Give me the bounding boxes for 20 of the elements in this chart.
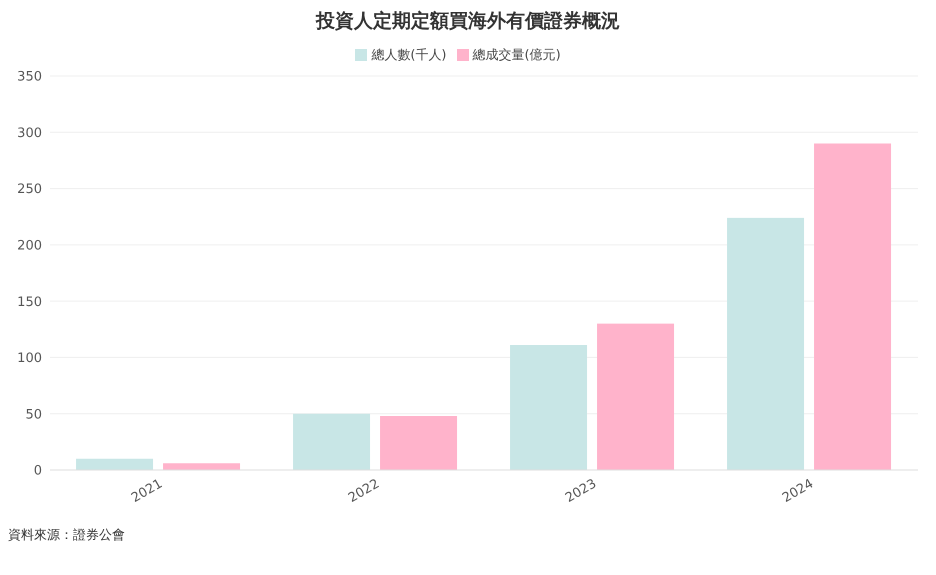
bar <box>510 345 588 470</box>
bar <box>727 218 804 470</box>
source-note: 資料來源：證券公會 <box>8 527 126 544</box>
y-tick-label: 150 <box>17 294 42 310</box>
y-tick-label: 50 <box>25 407 42 422</box>
bar <box>76 458 154 470</box>
bar <box>293 414 370 470</box>
legend-label: 總成交量(億元) <box>472 48 561 63</box>
bar <box>814 144 892 470</box>
legend-label: 總人數(千人) <box>371 48 446 63</box>
bar <box>597 324 674 470</box>
y-tick-label: 300 <box>17 126 42 141</box>
bar <box>163 463 240 470</box>
y-tick-label: 0 <box>34 464 42 479</box>
chart-title: 投資人定期定額買海外有價證券概況 <box>314 9 621 34</box>
bar <box>380 416 458 470</box>
y-tick-label: 350 <box>17 70 42 85</box>
y-tick-label: 100 <box>17 351 42 366</box>
y-tick-label: 200 <box>17 238 42 254</box>
y-tick-label: 250 <box>17 182 42 198</box>
